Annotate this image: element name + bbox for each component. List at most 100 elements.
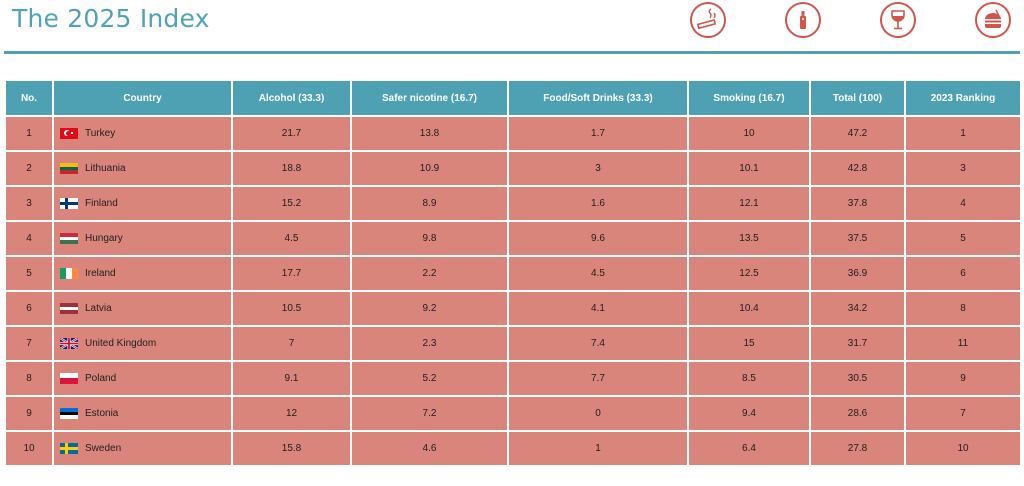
cell-total: 36.9	[809, 255, 906, 292]
cell-food-soft-drinks: 7.4	[507, 325, 689, 362]
cell-total: 37.8	[809, 185, 906, 222]
cell-2023-ranking: 5	[904, 220, 1022, 257]
cell-safer-nicotine: 9.2	[350, 290, 509, 327]
cell-smoking: 10.1	[687, 150, 811, 187]
cell-safer-nicotine: 2.2	[350, 255, 509, 292]
cell-no: 3	[4, 185, 54, 222]
cell-alcohol: 15.8	[231, 430, 352, 467]
cell-country: United Kingdom	[52, 325, 233, 362]
cell-no: 10	[4, 430, 54, 467]
cell-smoking: 8.5	[687, 360, 811, 397]
cell-total: 42.8	[809, 150, 906, 187]
header-alcohol: Alcohol (33.3)	[231, 79, 352, 117]
header-country: Country	[52, 79, 233, 117]
header-no: No.	[4, 79, 54, 117]
country-name: Lithuania	[85, 162, 126, 174]
cell-food-soft-drinks: 1.7	[507, 115, 689, 152]
country-name: Sweden	[85, 442, 122, 454]
cell-no: 5	[4, 255, 54, 292]
cell-total: 30.5	[809, 360, 906, 397]
cell-country: Hungary	[52, 220, 233, 257]
table-row: 3 Finland 15.2 8.9 1.6 12.1 37.8 4	[4, 185, 1022, 222]
cell-no: 9	[4, 395, 54, 432]
country-name: Finland	[85, 197, 118, 209]
cell-food-soft-drinks: 0	[507, 395, 689, 432]
cell-2023-ranking: 9	[904, 360, 1022, 397]
flag-turkey-icon	[60, 127, 78, 139]
cell-alcohol: 7	[231, 325, 352, 362]
cell-alcohol: 21.7	[231, 115, 352, 152]
flag-uk-icon	[60, 337, 78, 349]
cell-safer-nicotine: 2.3	[350, 325, 509, 362]
cell-safer-nicotine: 9.8	[350, 220, 509, 257]
cell-country: Ireland	[52, 255, 233, 292]
cell-food-soft-drinks: 1.6	[507, 185, 689, 222]
cell-smoking: 10.4	[687, 290, 811, 327]
cell-2023-ranking: 10	[904, 430, 1022, 467]
index-table: No. Country Alcohol (33.3) Safer nicotin…	[4, 79, 1022, 467]
cell-2023-ranking: 7	[904, 395, 1022, 432]
cell-2023-ranking: 4	[904, 185, 1022, 222]
header-safer-nicotine: Safer nicotine (16.7)	[350, 79, 509, 117]
flag-estonia-icon	[60, 407, 78, 419]
cell-smoking: 12.5	[687, 255, 811, 292]
country-name: Hungary	[85, 232, 123, 244]
cell-alcohol: 18.8	[231, 150, 352, 187]
vape-icon	[785, 2, 821, 38]
table-row: 4 Hungary 4.5 9.8 9.6 13.5 37.5 5	[4, 220, 1022, 257]
title-divider	[4, 51, 1020, 54]
cell-food-soft-drinks: 4.5	[507, 255, 689, 292]
table-row: 9 Estonia 12 7.2 0 9.4 28.6 7	[4, 395, 1022, 432]
cell-safer-nicotine: 5.2	[350, 360, 509, 397]
country-name: Poland	[85, 372, 117, 384]
smoking-icon	[690, 2, 726, 38]
cell-safer-nicotine: 13.8	[350, 115, 509, 152]
table-row: 2 Lithuania 18.8 10.9 3 10.1 42.8 3	[4, 150, 1022, 187]
cell-alcohol: 4.5	[231, 220, 352, 257]
header-2023-ranking: 2023 Ranking	[904, 79, 1022, 117]
table-row: 10 Sweden 15.8 4.6 1 6.4 27.8 10	[4, 430, 1022, 467]
cell-total: 47.2	[809, 115, 906, 152]
cell-2023-ranking: 11	[904, 325, 1022, 362]
table-row: 6 Latvia 10.5 9.2 4.1 10.4 34.2 8	[4, 290, 1022, 327]
cell-no: 8	[4, 360, 54, 397]
cell-no: 4	[4, 220, 54, 257]
country-name: United Kingdom	[85, 337, 157, 349]
cell-alcohol: 12	[231, 395, 352, 432]
cell-safer-nicotine: 8.9	[350, 185, 509, 222]
cell-total: 37.5	[809, 220, 906, 257]
cell-food-soft-drinks: 7.7	[507, 360, 689, 397]
cell-smoking: 12.1	[687, 185, 811, 222]
cell-safer-nicotine: 7.2	[350, 395, 509, 432]
country-name: Turkey	[85, 127, 116, 139]
cell-country: Latvia	[52, 290, 233, 327]
cell-2023-ranking: 1	[904, 115, 1022, 152]
wine-glass-icon	[880, 2, 916, 38]
flag-poland-icon	[60, 372, 78, 384]
header-smoking: Smoking (16.7)	[687, 79, 811, 117]
cell-total: 31.7	[809, 325, 906, 362]
table-row: 5 Ireland 17.7 2.2 4.5 12.5 36.9 6	[4, 255, 1022, 292]
cell-2023-ranking: 3	[904, 150, 1022, 187]
flag-latvia-icon	[60, 302, 78, 314]
table-row: 7 United Kingdom 7 2.3 7.4 15 31.7 11	[4, 325, 1022, 362]
cell-country: Poland	[52, 360, 233, 397]
cell-alcohol: 15.2	[231, 185, 352, 222]
cell-smoking: 13.5	[687, 220, 811, 257]
cell-2023-ranking: 6	[904, 255, 1022, 292]
cell-total: 34.2	[809, 290, 906, 327]
page-title: The 2025 Index	[12, 4, 210, 33]
cell-2023-ranking: 8	[904, 290, 1022, 327]
flag-hungary-icon	[60, 232, 78, 244]
cell-total: 28.6	[809, 395, 906, 432]
cell-no: 7	[4, 325, 54, 362]
table-row: 1 Turkey 21.7 13.8 1.7 10 47.2 1	[4, 115, 1022, 152]
cell-alcohol: 17.7	[231, 255, 352, 292]
fast-food-icon	[975, 2, 1011, 38]
table-row: 8 Poland 9.1 5.2 7.7 8.5 30.5 9	[4, 360, 1022, 397]
cell-no: 2	[4, 150, 54, 187]
header-food-soft-drinks: Food/Soft Drinks (33.3)	[507, 79, 689, 117]
cell-safer-nicotine: 10.9	[350, 150, 509, 187]
cell-safer-nicotine: 4.6	[350, 430, 509, 467]
cell-alcohol: 9.1	[231, 360, 352, 397]
